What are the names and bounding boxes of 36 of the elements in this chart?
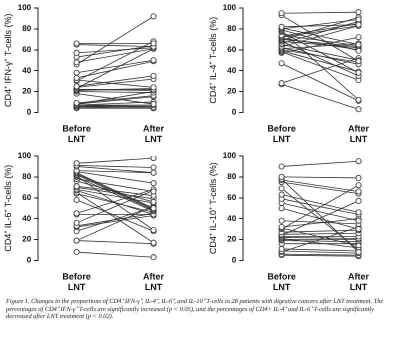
y-tick-label: 100 [222,3,237,12]
y-tick-label: 80 [22,24,32,34]
x-tick-label: Before LNT [267,123,296,144]
y-tick-label: 60 [227,192,237,202]
y-tick-label: 20 [227,234,237,244]
y-tick-label: 100 [222,151,237,160]
y-tick-label: 40 [22,66,32,75]
y-axis-title: CD4⁺ IL-10⁺ T-cells (%) [208,162,218,254]
y-tick-label: 40 [22,214,32,223]
y-tick-label: 80 [227,24,237,34]
y-tick-label: 40 [227,214,237,223]
y-axis-title: CD4⁺ IL-4⁺ T-cells (%) [208,16,218,104]
y-tick-label: 40 [227,66,237,75]
y-tick-label: 20 [227,86,237,96]
y-tick-label: 100 [18,151,32,160]
y-axis-title: CD4⁺ IFN-γ⁺ T-cells (%) [2,13,13,107]
y-tick-label: 0 [232,256,237,265]
y-tick-label: 20 [22,234,32,244]
y-tick-label: 100 [18,3,32,12]
y-tick-label: 80 [22,172,32,182]
x-tick-label: Before LNT [267,271,296,292]
y-tick-label: 0 [26,256,32,265]
y-tick-label: 20 [22,86,32,96]
x-tick-label: After LNT [143,123,165,144]
y-tick-label: 60 [227,44,237,54]
x-tick-label: Before LNT [62,271,91,292]
x-tick-label: After LNT [348,123,370,144]
x-tick-label: Before LNT [62,123,91,144]
x-tick-label: After LNT [143,271,165,292]
x-tick-label: After LNT [348,271,370,292]
y-tick-label: 0 [26,108,32,117]
y-axis-title: CD4⁺ IL-6⁺ T-cells (%) [2,164,13,252]
y-tick-label: 0 [232,108,237,117]
y-tick-label: 60 [22,44,32,54]
y-tick-label: 60 [22,192,32,202]
y-tick-label: 80 [227,172,237,182]
